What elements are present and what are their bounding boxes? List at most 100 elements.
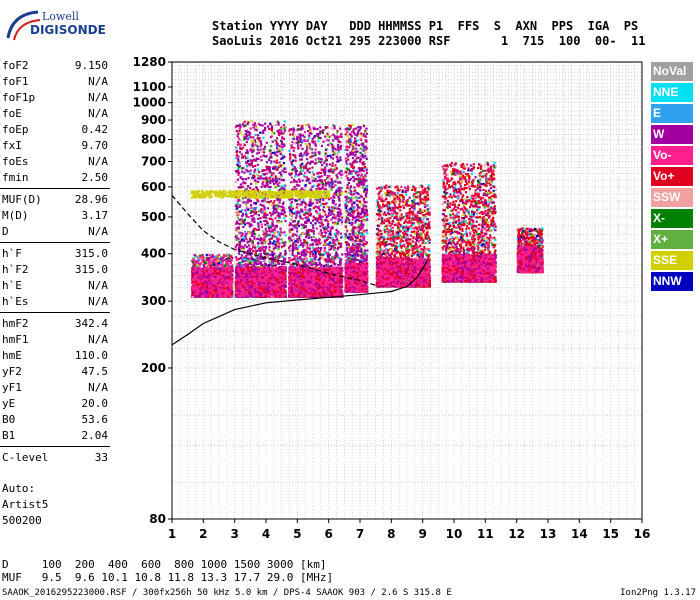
- echo-point: [239, 147, 242, 150]
- echo-point: [275, 237, 279, 240]
- echo-point: [255, 257, 258, 260]
- param-value: N/A: [88, 225, 108, 238]
- echo-point: [207, 287, 211, 290]
- echo-point: [278, 254, 281, 257]
- echo-point: [277, 237, 280, 240]
- echo-point: [271, 213, 274, 216]
- echo-point: [203, 259, 206, 263]
- echo-point: [204, 278, 208, 281]
- echo-point: [241, 123, 245, 126]
- echo-point: [220, 287, 223, 290]
- echo-point: [272, 256, 275, 259]
- echo-point: [283, 211, 286, 214]
- echo-point: [277, 184, 280, 187]
- echo-point: [250, 182, 253, 186]
- echo-point: [259, 237, 263, 240]
- echo-point: [241, 209, 244, 212]
- echo-point: [268, 127, 271, 131]
- echo-point: [203, 278, 206, 281]
- param-separator: [0, 188, 110, 189]
- param-value: 53.6: [81, 413, 109, 426]
- echo-point: [218, 295, 221, 298]
- echo-point: [277, 245, 281, 248]
- echo-point: [278, 256, 281, 259]
- echo-point: [275, 204, 278, 207]
- echo-point: [202, 256, 205, 259]
- echo-point: [204, 274, 207, 277]
- echo-point: [240, 247, 243, 250]
- param-value: 2.50: [81, 171, 109, 184]
- echo-point: [226, 259, 229, 262]
- echo-point: [266, 234, 269, 237]
- echo-point: [257, 237, 260, 241]
- echo-point: [253, 173, 256, 176]
- echo-point: [266, 213, 269, 216]
- echo-point: [202, 281, 205, 285]
- echo-point: [224, 254, 227, 257]
- echo-point: [268, 156, 272, 159]
- echo-point: [263, 262, 267, 265]
- echo-point: [279, 234, 282, 237]
- echo-point: [221, 268, 224, 271]
- echo-point: [199, 269, 202, 272]
- param-row: h`F2 315.0: [0, 262, 110, 278]
- echo-point: [225, 290, 229, 293]
- echo-point: [246, 249, 250, 252]
- echo-point: [238, 242, 241, 245]
- echo-point: [282, 184, 285, 188]
- echo-point: [246, 263, 249, 267]
- echo-point: [226, 278, 229, 281]
- echo-point: [207, 288, 211, 291]
- echo-point: [271, 249, 275, 252]
- echo-point: [210, 270, 213, 273]
- echo-point: [228, 273, 232, 276]
- echo-point: [257, 259, 260, 262]
- echo-point: [193, 264, 196, 267]
- echo-point: [284, 170, 287, 174]
- echo-point: [218, 253, 221, 256]
- echo-point: [249, 223, 253, 226]
- echo-point: [225, 281, 228, 284]
- echo-point: [250, 206, 253, 210]
- echo-point: [264, 216, 268, 219]
- echo-point: [264, 235, 267, 238]
- echo-point: [270, 175, 273, 178]
- echo-point: [277, 212, 280, 215]
- param-value: N/A: [88, 295, 108, 308]
- echo-point: [245, 266, 249, 270]
- echo-point: [198, 263, 201, 267]
- echo-point: [256, 228, 259, 231]
- echo-point: [207, 257, 210, 260]
- echo-point: [237, 155, 240, 158]
- echo-point: [208, 254, 211, 257]
- echo-point: [196, 273, 199, 276]
- echo-point: [248, 170, 251, 173]
- echo-point: [240, 222, 243, 225]
- echo-point: [257, 225, 260, 228]
- echo-point: [206, 265, 209, 268]
- echo-point: [280, 238, 284, 241]
- echo-point: [277, 221, 280, 224]
- echo-point: [268, 245, 271, 249]
- echo-point: [283, 187, 286, 190]
- echo-point: [252, 136, 255, 139]
- echo-point: [272, 244, 275, 247]
- echo-point: [209, 284, 212, 288]
- param-row: h`E N/A: [0, 278, 110, 294]
- echo-point: [207, 292, 210, 296]
- echo-point: [240, 234, 243, 238]
- echo-point: [191, 269, 195, 272]
- echo-point: [246, 201, 249, 204]
- echo-point: [221, 256, 224, 260]
- echo-point: [254, 212, 258, 215]
- echo-point: [218, 278, 221, 281]
- echo-point: [211, 278, 215, 282]
- echo-point: [250, 209, 253, 213]
- echo-point: [241, 260, 244, 263]
- echo-point: [271, 230, 274, 233]
- echo-point: [222, 287, 226, 290]
- echo-point: [282, 124, 286, 127]
- echo-point: [191, 286, 194, 290]
- echo-point: [264, 154, 267, 158]
- echo-point: [259, 123, 262, 127]
